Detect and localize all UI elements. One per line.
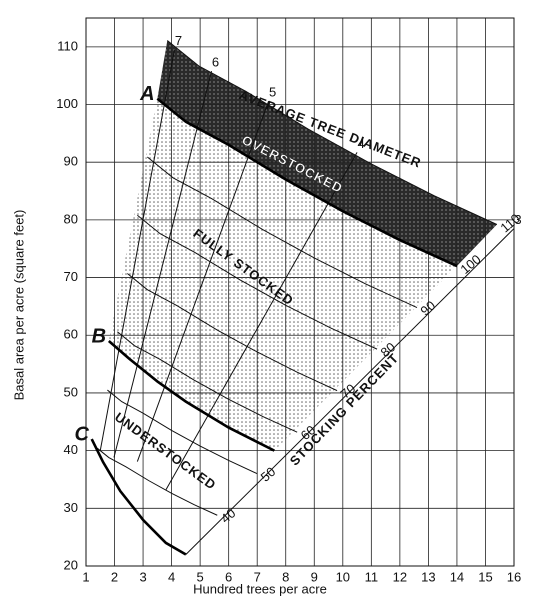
y-tick-label: 20 (64, 557, 78, 572)
x-tick-label: 2 (111, 569, 118, 584)
diameter-label: 7 (175, 33, 182, 48)
y-tick-label: 90 (64, 154, 78, 169)
x-axis-label: Hundred trees per acre (193, 581, 327, 596)
y-tick-label: 70 (64, 269, 78, 284)
diameter-line (136, 100, 270, 462)
stocking-curve (167, 40, 498, 225)
x-tick-label: 13 (421, 569, 435, 584)
stocking-curve (127, 273, 338, 392)
stocking-boundary (107, 340, 275, 452)
x-tick-label: 1 (82, 569, 89, 584)
diameter-line (113, 70, 213, 458)
diameter-label: 6 (212, 55, 219, 70)
y-tick-label: 100 (56, 96, 78, 111)
stocking-label: 50 (258, 464, 279, 485)
stocking-curve (147, 156, 418, 309)
stocking-curve (117, 331, 298, 433)
x-tick-label: 10 (336, 569, 350, 584)
x-tick-label: 3 (139, 569, 146, 584)
x-tick-label: 11 (365, 569, 379, 584)
overstocked-band (157, 40, 497, 267)
stocking-boundary (156, 97, 458, 268)
y-axis-label: Basal area per acre (square feet) (11, 210, 26, 401)
diameter-label: 4 (357, 136, 364, 151)
stocking-curve (137, 214, 378, 350)
x-tick-label: 16 (507, 569, 521, 584)
diameter-line (99, 49, 175, 451)
fully-stocked-area (108, 98, 457, 451)
y-tick-label: 110 (57, 38, 78, 53)
x-tick-label: 15 (478, 569, 492, 584)
y-tick-label: 50 (64, 384, 78, 399)
stocking-boundary (90, 438, 187, 556)
y-tick-label: 40 (64, 442, 78, 457)
y-tick-label: 30 (64, 500, 78, 515)
plot-frame (85, 17, 515, 567)
diameter-line (165, 152, 358, 491)
x-tick-label: 4 (168, 569, 175, 584)
x-tick-label: 14 (450, 569, 464, 584)
x-tick-label: 7 (254, 569, 261, 584)
y-tick-label: 60 (64, 327, 78, 342)
boundary-label: B (92, 325, 106, 347)
boundary-label: A (139, 83, 154, 105)
x-tick-label: 12 (393, 569, 407, 584)
diameter-label: 3 (514, 212, 521, 227)
y-tick-label: 80 (64, 211, 78, 226)
region-label: UNDERSTOCKED (112, 409, 219, 493)
x-tick-label: 6 (225, 569, 232, 584)
diameter-label: 5 (269, 85, 276, 100)
stocking-curve (97, 447, 218, 516)
boundary-label: C (74, 423, 89, 445)
diameter-line (185, 228, 515, 555)
x-tick-label: 9 (311, 569, 318, 584)
x-tick-label: 8 (282, 569, 289, 584)
stocking-curve (107, 389, 258, 475)
x-tick-label: 5 (197, 569, 204, 584)
